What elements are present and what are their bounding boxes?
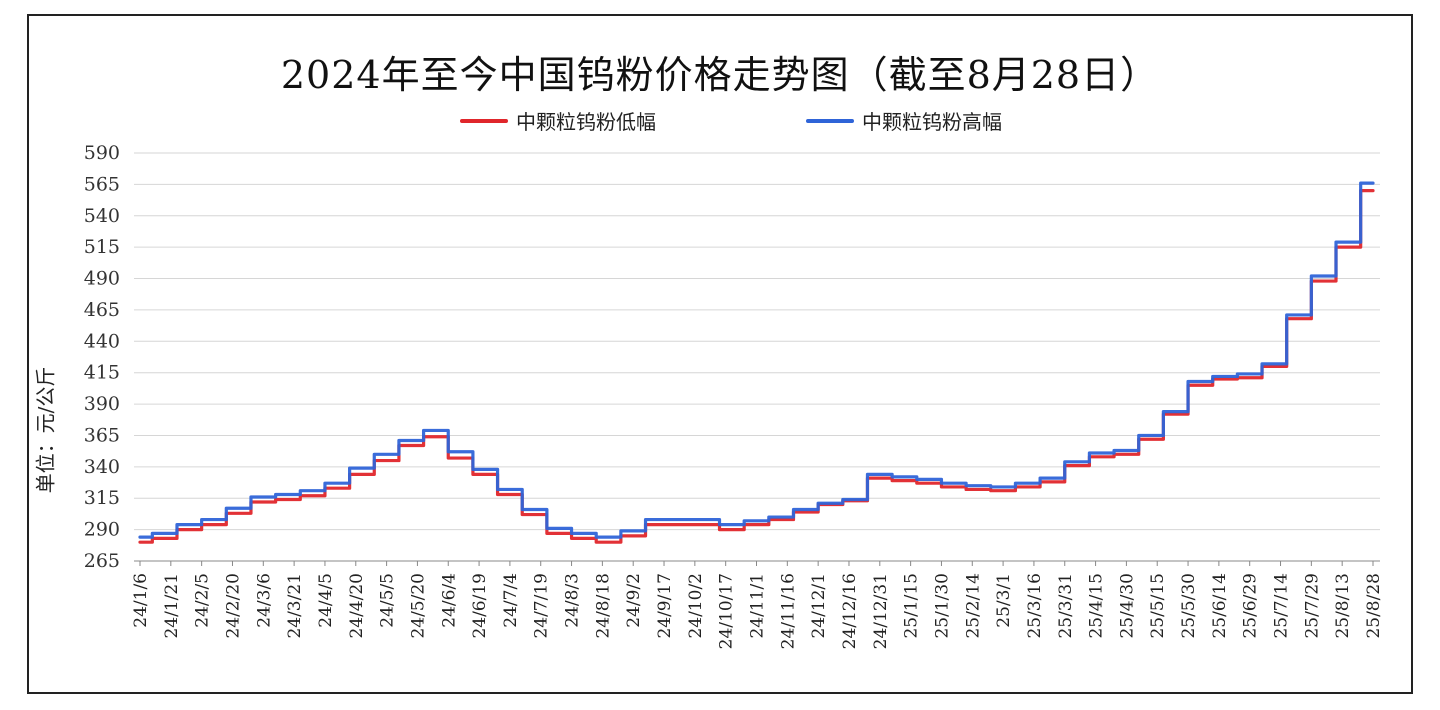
x-tick-label: 24/7/19 [532, 573, 552, 639]
x-tick-label: 25/7/29 [1302, 573, 1322, 639]
y-tick-label: 490 [84, 268, 120, 290]
x-tick-label: 24/4/20 [347, 573, 367, 639]
x-tick-label: 25/8/13 [1333, 573, 1353, 639]
x-tick-label: 24/7/4 [501, 573, 521, 628]
x-tick-label: 25/4/30 [1117, 573, 1137, 639]
legend-swatch-low [460, 118, 508, 123]
x-tick-label: 24/5/20 [408, 573, 428, 639]
x-tick-label: 24/6/19 [470, 573, 490, 639]
y-tick-label: 315 [84, 487, 120, 509]
legend-item-high: 中颗粒钨粉高幅 [806, 106, 1002, 135]
y-tick-label: 340 [84, 456, 120, 478]
x-tick-label: 24/12/1 [809, 573, 829, 639]
x-tick-label: 25/6/14 [1210, 573, 1230, 639]
y-tick-label: 565 [84, 173, 120, 195]
x-tick-label: 24/12/31 [871, 573, 891, 649]
x-tick-label: 25/4/15 [1087, 573, 1107, 639]
y-tick-label: 465 [84, 299, 120, 321]
x-tick-label: 24/3/6 [254, 573, 274, 628]
x-tick-label: 25/7/14 [1272, 573, 1292, 639]
chart-title: 2024年至今中国钨粉价格走势图（截至8月28日） [280, 53, 1160, 97]
x-tick-label: 24/2/20 [223, 573, 243, 639]
legend-label-low: 中颗粒钨粉低幅 [516, 110, 656, 134]
x-tick-label: 25/1/15 [902, 573, 922, 639]
x-tick-label: 24/2/5 [193, 573, 213, 628]
legend-label-high: 中颗粒钨粉高幅 [862, 110, 1002, 134]
y-tick-label: 540 [84, 205, 120, 227]
y-tick-label: 265 [84, 550, 120, 572]
x-tick-label: 24/1/6 [131, 573, 151, 628]
y-tick-label: 290 [84, 519, 120, 541]
x-tick-label: 25/3/1 [994, 573, 1014, 628]
x-tick-label: 24/11/1 [748, 573, 768, 639]
x-tick-label: 24/10/2 [686, 573, 706, 639]
x-tick-label: 24/4/5 [316, 573, 336, 628]
legend-swatch-high [806, 118, 854, 123]
x-tick-label: 24/8/18 [593, 573, 613, 639]
x-tick-label: 25/1/30 [932, 573, 952, 639]
y-tick-label: 365 [84, 424, 120, 446]
x-tick-label: 25/3/31 [1056, 573, 1076, 639]
x-tick-label: 24/11/16 [778, 573, 798, 649]
chart-frame [27, 14, 1413, 694]
y-tick-label: 415 [84, 362, 120, 384]
x-tick-label: 24/3/21 [285, 573, 305, 639]
y-tick-label: 390 [84, 393, 120, 415]
x-tick-label: 25/3/16 [1025, 573, 1045, 639]
x-tick-label: 25/6/29 [1241, 573, 1261, 639]
x-tick-label: 24/5/5 [378, 573, 398, 628]
x-tick-label: 24/1/21 [162, 573, 182, 639]
y-tick-label: 515 [84, 236, 120, 258]
legend-item-low: 中颗粒钨粉低幅 [460, 106, 656, 135]
x-tick-label: 24/8/3 [563, 573, 583, 628]
x-tick-label: 25/5/15 [1148, 573, 1168, 639]
x-tick-label: 24/9/2 [624, 573, 644, 628]
series-line-high [138, 181, 1375, 539]
y-tick-label: 590 [84, 142, 120, 164]
x-tick-label: 24/6/4 [439, 573, 459, 628]
series-line-low [138, 189, 1375, 544]
x-tick-label: 24/10/17 [717, 573, 737, 649]
y-tick-label: 440 [84, 330, 120, 352]
x-tick-label: 24/12/16 [840, 573, 860, 649]
x-tick-label: 25/8/28 [1364, 573, 1384, 639]
x-tick-label: 24/9/17 [655, 573, 675, 639]
x-tick-label: 25/2/14 [963, 573, 983, 639]
x-tick-label: 25/5/30 [1179, 573, 1199, 639]
legend: 中颗粒钨粉低幅 中颗粒钨粉高幅 [0, 106, 1440, 134]
